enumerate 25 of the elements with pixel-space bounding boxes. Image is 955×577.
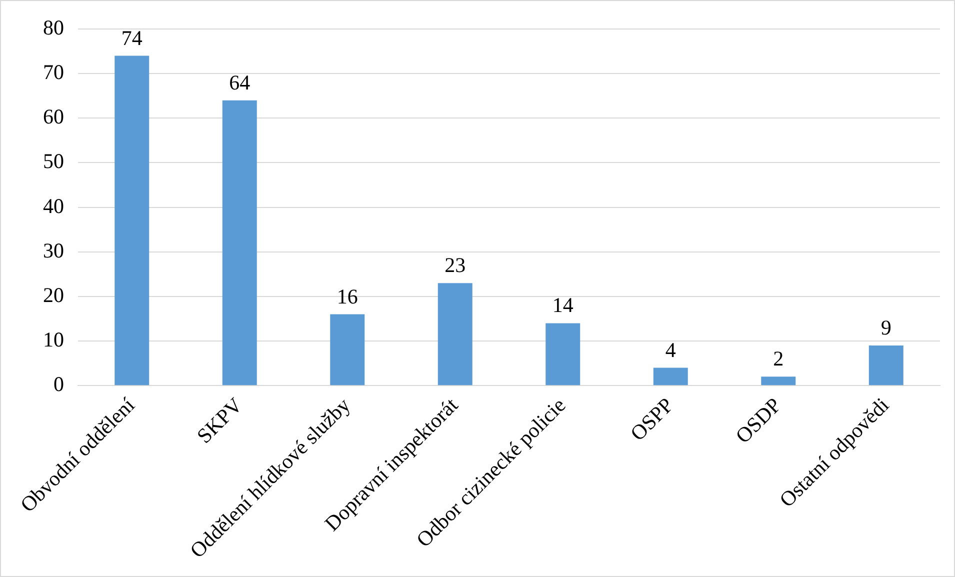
data-label: 2: [773, 346, 784, 371]
data-label: 74: [121, 26, 143, 50]
bar: [868, 345, 904, 386]
y-tick-label: 80: [43, 16, 64, 40]
bar: [330, 314, 365, 386]
bar: [114, 56, 150, 386]
y-tick-label: 0: [54, 372, 64, 396]
bar: [546, 323, 580, 386]
data-label: 64: [229, 70, 251, 94]
y-tick-label: 10: [43, 328, 64, 352]
y-tick-label: 40: [43, 194, 64, 218]
bar: [653, 368, 688, 386]
y-tick-label: 20: [43, 282, 64, 307]
bar: [222, 100, 257, 386]
y-tick-label: 60: [43, 104, 64, 129]
data-label: 4: [665, 338, 676, 362]
y-tick-label: 70: [43, 60, 64, 84]
data-label: 14: [552, 293, 574, 318]
data-label: 16: [336, 284, 358, 308]
y-tick-label: 50: [43, 149, 64, 174]
bar: [761, 376, 796, 386]
y-tick-label: 30: [43, 238, 64, 262]
bar: [438, 283, 472, 386]
data-label: 23: [444, 253, 466, 278]
data-label: 9: [880, 315, 892, 340]
